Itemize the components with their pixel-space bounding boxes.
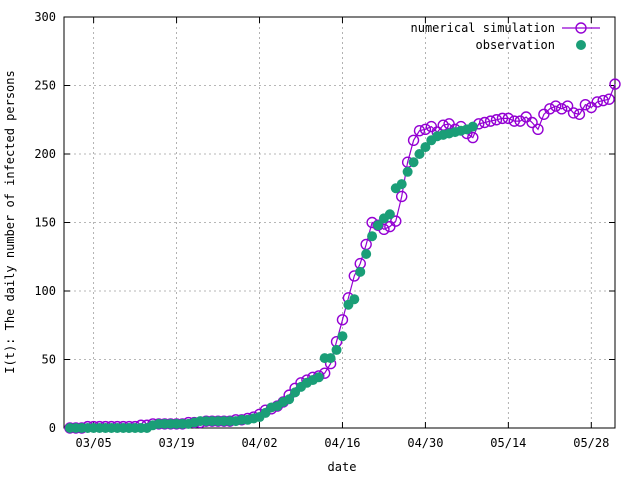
simulation-point (467, 131, 479, 144)
y-tick-label: 250 (34, 79, 56, 93)
simulation-point (478, 116, 491, 129)
y-tick-label: 200 (34, 147, 56, 161)
simulation-point (502, 112, 515, 125)
simulation-point (396, 190, 408, 203)
simulation-point (419, 123, 432, 136)
y-tick-label: 300 (34, 10, 56, 24)
simulation-point (591, 96, 603, 108)
legend-swatch-observation-marker (576, 40, 586, 50)
observation-point (325, 353, 336, 364)
observation-point (384, 209, 395, 220)
plot-frame (63, 16, 616, 429)
simulation-point (390, 215, 402, 227)
legend-label-simulation: numerical simulation (411, 21, 556, 35)
simulation-point (490, 114, 503, 126)
observation-point (467, 121, 478, 132)
simulation-point (609, 78, 621, 90)
x-tick-label: 04/02 (241, 436, 277, 450)
simulation-point (413, 125, 426, 137)
simulation-point (407, 134, 420, 147)
simulation-point (526, 116, 538, 129)
simulation-point (597, 94, 609, 107)
observation-point (414, 149, 425, 159)
simulation-point (579, 98, 592, 111)
observation-point (331, 344, 342, 355)
observation-point (367, 231, 378, 242)
y-tick-label: 50 (42, 353, 56, 367)
simulation-point (561, 100, 574, 112)
x-tick-label: 04/30 (407, 436, 443, 450)
tick-labels: 0 50 100 150 200 250 300 03/05 03/19 04/02 04/16 04… (34, 10, 609, 450)
x-tick-label: 03/19 (159, 436, 195, 450)
simulation-point (544, 103, 556, 115)
simulation-point (508, 115, 520, 127)
x-tick-label: 04/16 (324, 436, 360, 450)
simulation-point (336, 314, 349, 326)
observation-point (373, 220, 384, 231)
legend-swatch-simulation-marker (575, 22, 587, 34)
observation-point (402, 166, 413, 177)
simulation-point (514, 115, 526, 127)
observation-point (337, 331, 348, 342)
observation-point (313, 372, 324, 383)
x-tick-label: 03/05 (76, 436, 112, 450)
observation-point (420, 142, 431, 153)
simulation-line (69, 83, 616, 429)
simulation-point (567, 107, 580, 119)
x-tick-label: 05/14 (490, 436, 526, 450)
series-layer (64, 78, 621, 434)
x-axis-title: date (328, 460, 357, 474)
y-tick-label: 150 (34, 216, 56, 230)
y-axis-title: I(t): The daily number of infected perso… (3, 70, 17, 373)
observation-point (284, 394, 295, 405)
observation-point (349, 294, 360, 305)
simulation-point (496, 112, 509, 125)
legend: numerical simulation observation (411, 21, 600, 52)
observation-point (355, 266, 366, 277)
y-tick-label: 100 (34, 284, 56, 298)
simulation-point (550, 100, 562, 112)
legend-label-observation: observation (476, 38, 555, 52)
x-tick-label: 05/28 (573, 436, 609, 450)
simulation-point (603, 93, 615, 105)
simulation-point (555, 103, 568, 115)
observation-point (408, 157, 419, 168)
simulation-point (573, 108, 586, 120)
y-tick-label: 0 (49, 421, 56, 435)
simulation-point (532, 123, 544, 136)
observation-point (361, 249, 372, 260)
observation-point (396, 179, 407, 190)
simulation-point (484, 115, 497, 127)
grid (64, 17, 615, 428)
